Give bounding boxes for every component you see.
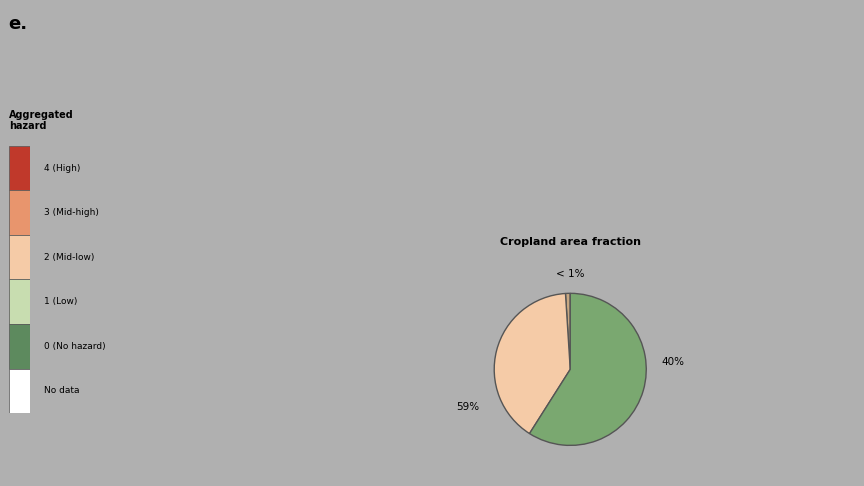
FancyBboxPatch shape (9, 146, 30, 191)
Text: 0 (No hazard): 0 (No hazard) (44, 342, 105, 351)
Text: 40%: 40% (661, 357, 684, 367)
Wedge shape (565, 294, 570, 369)
Text: Aggregated
hazard: Aggregated hazard (9, 110, 73, 131)
Text: < 1%: < 1% (556, 269, 584, 279)
FancyBboxPatch shape (9, 279, 30, 324)
FancyBboxPatch shape (9, 368, 30, 413)
Text: 2 (Mid-low): 2 (Mid-low) (44, 253, 94, 261)
FancyBboxPatch shape (9, 235, 30, 279)
Title: Cropland area fraction: Cropland area fraction (499, 237, 641, 246)
Text: 1 (Low): 1 (Low) (44, 297, 78, 306)
Text: No data: No data (44, 386, 79, 395)
FancyBboxPatch shape (9, 324, 30, 368)
Wedge shape (494, 294, 570, 434)
Wedge shape (530, 294, 646, 445)
FancyBboxPatch shape (9, 191, 30, 235)
Text: 3 (Mid-high): 3 (Mid-high) (44, 208, 99, 217)
Text: 59%: 59% (456, 402, 480, 413)
Text: e.: e. (9, 15, 28, 33)
Text: 4 (High): 4 (High) (44, 164, 80, 173)
